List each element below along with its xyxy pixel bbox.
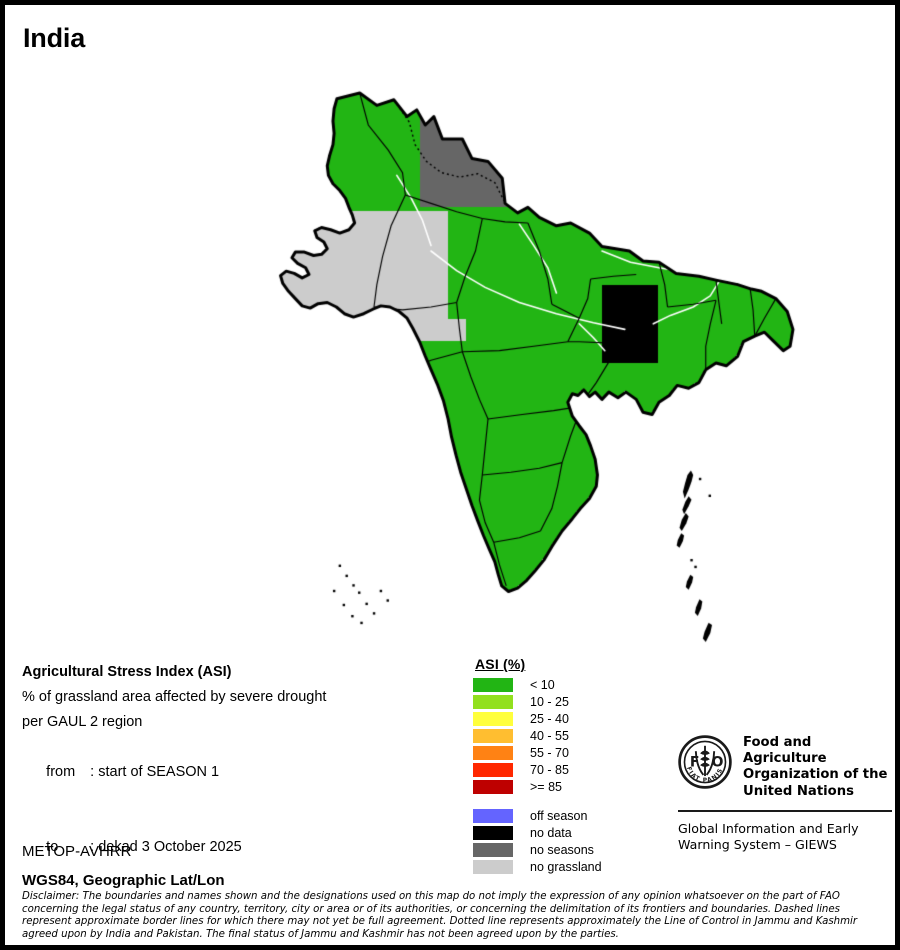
legend-class-list: < 10 10 - 25 25 - 40 40 - 55 55 - 70 70 - 85 >… [473, 676, 663, 795]
legend-class-row: 70 - 85 [473, 761, 663, 778]
map-figure [260, 83, 830, 643]
fao-name-line-3: United Nations [743, 783, 854, 799]
svg-text:F: F [690, 754, 700, 770]
legend-status-swatch [473, 842, 513, 857]
legend-class-label: 55 - 70 [530, 745, 569, 760]
legend-class-row: 10 - 25 [473, 693, 663, 710]
fao-org-name: Food and Agriculture Organization of the… [743, 735, 893, 800]
legend-status-swatch [473, 825, 513, 840]
legend-title: ASI (%) [475, 656, 526, 672]
legend-spacer [473, 795, 663, 807]
legend-class-label: >= 85 [530, 779, 562, 794]
fao-branding: F O FIAT PANIS Food and Agriculture Orga… [678, 735, 893, 854]
poster-inner: India Agricultural Stress Index (ASI) % … [5, 5, 895, 945]
map-legend: ASI (%) < 10 10 - 25 25 - 40 40 - 55 55 - 70… [473, 656, 663, 875]
fao-name-line-1: Food and Agriculture [743, 735, 827, 767]
legend-status-label: off season [530, 808, 588, 823]
fao-name-line-2: Organization of the [743, 767, 888, 783]
period-to-value: : dekad 3 October 2025 [90, 839, 242, 855]
fao-emblem-icon: F O FIAT PANIS [678, 735, 732, 789]
legend-class-label: 10 - 25 [530, 694, 569, 709]
desc-line-2: per GAUL 2 region [22, 714, 143, 730]
legend-status-row: off season [473, 807, 663, 824]
legend-class-label: < 10 [530, 677, 555, 692]
legend-class-row: < 10 [473, 676, 663, 693]
disclaimer-text: Disclaimer: The boundaries and names sho… [22, 891, 858, 940]
legend-status-label: no data [530, 825, 572, 840]
legend-class-label: 25 - 40 [530, 711, 569, 726]
legend-class-row: >= 85 [473, 778, 663, 795]
desc-heading: Agricultural Stress Index (ASI) [22, 664, 232, 680]
giews-name: Global Information and Early Warning Sys… [678, 821, 893, 854]
legend-class-row: 55 - 70 [473, 744, 663, 761]
legend-status-row: no grassland [473, 858, 663, 875]
svg-text:O: O [711, 754, 723, 770]
legend-class-swatch [473, 779, 513, 794]
india-asi-raster-map [260, 83, 830, 643]
legend-class-swatch [473, 677, 513, 692]
map-description: Agricultural Stress Index (ASI) % of gra… [22, 660, 462, 885]
legend-status-row: no data [473, 824, 663, 841]
legend-class-row: 25 - 40 [473, 710, 663, 727]
legend-status-label: no grassland [530, 859, 602, 874]
giews-line-2: Warning System – GIEWS [678, 837, 837, 853]
legend-class-label: 70 - 85 [530, 762, 569, 777]
desc-line-1: % of grassland area affected by severe d… [22, 689, 327, 705]
legend-class-swatch [473, 694, 513, 709]
projection-label: WGS84, Geographic Lat/Lon [22, 872, 225, 889]
legend-status-row: no seasons [473, 841, 663, 858]
period-to-key: to [46, 839, 59, 855]
legend-status-swatch [473, 859, 513, 874]
sensor-label: METOP-AVHRR [22, 843, 132, 860]
legend-class-label: 40 - 55 [530, 728, 569, 743]
period-from-value: : start of SEASON 1 [90, 764, 220, 780]
legend-class-swatch [473, 711, 513, 726]
legend-class-swatch [473, 762, 513, 777]
fao-logo-row: F O FIAT PANIS Food and Agriculture Orga… [678, 735, 893, 800]
legend-status-list: off season no data no seasons no grassland [473, 807, 663, 875]
legend-class-swatch [473, 728, 513, 743]
fao-divider [678, 809, 892, 812]
page-title: India [23, 23, 86, 53]
legend-class-row: 40 - 55 [473, 727, 663, 744]
legend-status-label: no seasons [530, 842, 594, 857]
period-from-key: from [46, 764, 76, 780]
legend-class-swatch [473, 745, 513, 760]
desc-period-to: to : dekad 3 October 2025 [22, 810, 462, 885]
giews-line-1: Global Information and Early [678, 820, 859, 836]
legend-status-swatch [473, 808, 513, 823]
desc-period-from: from : start of SEASON 1 [22, 735, 462, 810]
